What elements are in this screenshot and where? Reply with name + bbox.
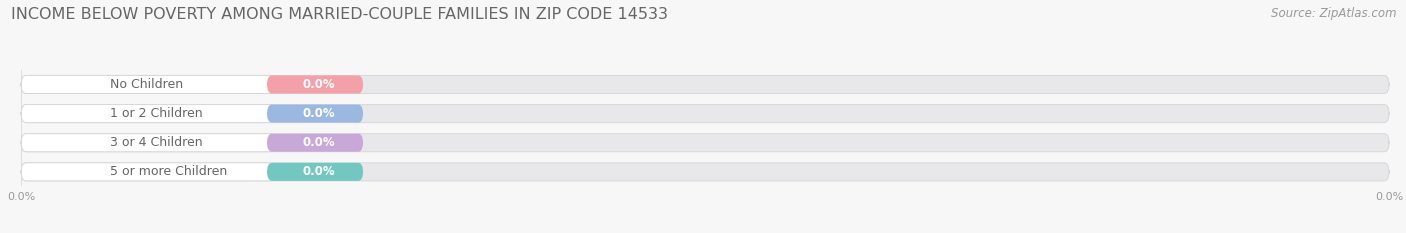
Text: 0.0%: 0.0% — [302, 165, 335, 178]
FancyBboxPatch shape — [21, 75, 1389, 93]
Text: INCOME BELOW POVERTY AMONG MARRIED-COUPLE FAMILIES IN ZIP CODE 14533: INCOME BELOW POVERTY AMONG MARRIED-COUPL… — [11, 7, 668, 22]
Text: Source: ZipAtlas.com: Source: ZipAtlas.com — [1271, 7, 1396, 20]
Text: 0.0%: 0.0% — [302, 136, 335, 149]
FancyBboxPatch shape — [267, 134, 363, 152]
FancyBboxPatch shape — [21, 105, 274, 123]
FancyBboxPatch shape — [21, 134, 274, 152]
FancyBboxPatch shape — [267, 105, 363, 123]
Text: 5 or more Children: 5 or more Children — [110, 165, 226, 178]
FancyBboxPatch shape — [267, 75, 363, 93]
Text: 0.0%: 0.0% — [302, 78, 335, 91]
Text: 0.0%: 0.0% — [302, 107, 335, 120]
Text: No Children: No Children — [110, 78, 183, 91]
FancyBboxPatch shape — [267, 163, 363, 181]
Text: 1 or 2 Children: 1 or 2 Children — [110, 107, 202, 120]
FancyBboxPatch shape — [21, 134, 1389, 152]
FancyBboxPatch shape — [21, 105, 1389, 123]
FancyBboxPatch shape — [21, 163, 274, 181]
FancyBboxPatch shape — [21, 163, 1389, 181]
Text: 3 or 4 Children: 3 or 4 Children — [110, 136, 202, 149]
FancyBboxPatch shape — [21, 75, 274, 93]
